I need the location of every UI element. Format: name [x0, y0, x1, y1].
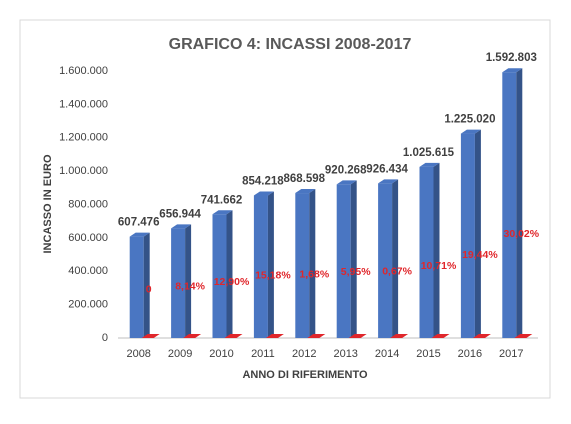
- bar-side: [277, 333, 284, 338]
- y-axis-title: INCASSO IN EURO: [42, 154, 54, 253]
- bar-top: [265, 333, 284, 338]
- y-tick-label: 400.000: [68, 265, 108, 277]
- value-label: 0,67%: [382, 265, 412, 277]
- bar: [171, 228, 186, 338]
- bar-top: [307, 333, 326, 338]
- bar-side: [319, 333, 326, 338]
- bar-side: [516, 68, 523, 339]
- x-tick-label: 2014: [375, 348, 399, 360]
- bar-side: [392, 179, 399, 338]
- y-tick-label: 600.000: [68, 232, 108, 244]
- x-tick-label: 2015: [416, 348, 440, 360]
- value-label: 30,02%: [503, 228, 539, 240]
- bar: [212, 214, 227, 338]
- bar: [460, 133, 475, 338]
- y-tick-label: 800.000: [68, 198, 108, 210]
- bar: [336, 184, 351, 338]
- value-label: 854.218: [242, 175, 284, 187]
- bar-side: [185, 224, 192, 338]
- chart-title: GRAFICO 4: INCASSI 2008-2017: [169, 36, 412, 53]
- value-label: 868.598: [284, 173, 326, 185]
- value-label: 1.592.803: [486, 52, 537, 64]
- y-tick-label: 200.000: [68, 299, 108, 311]
- y-tick-label: 0: [102, 332, 108, 344]
- value-label: 1.225.020: [444, 114, 495, 126]
- x-tick-label: 2011: [251, 348, 275, 360]
- bar: [378, 183, 393, 338]
- bar-top: [336, 180, 357, 185]
- value-label: 5,95%: [341, 266, 371, 278]
- bar-side: [474, 129, 481, 338]
- x-tick-label: 2008: [126, 348, 150, 360]
- bar: [419, 166, 434, 338]
- bar-side: [309, 189, 316, 338]
- value-label: 10,71%: [421, 260, 457, 272]
- value-label: 920.268: [325, 164, 367, 176]
- x-tick-label: 2010: [209, 348, 233, 360]
- bar-top: [212, 210, 233, 215]
- bar: [253, 195, 268, 338]
- x-tick-label: 2012: [292, 348, 316, 360]
- y-tick-label: 1.600.000: [59, 65, 108, 77]
- value-label: 15,18%: [255, 270, 291, 282]
- value-label: 926.434: [366, 163, 408, 175]
- bar-top: [224, 333, 243, 338]
- bar: [129, 236, 144, 338]
- bar-top: [348, 333, 367, 338]
- value-label: 656.944: [159, 208, 201, 220]
- bar-top: [460, 129, 481, 134]
- bar-top: [472, 333, 491, 338]
- bar-top: [390, 333, 409, 338]
- bar-top: [514, 333, 533, 338]
- bar-top: [378, 179, 399, 184]
- bar-side: [236, 333, 243, 338]
- value-label: 12,90%: [214, 276, 250, 288]
- value-label: 607.476: [118, 217, 160, 229]
- bar-top: [171, 224, 192, 229]
- x-axis-title: ANNO DI RIFERIMENTO: [242, 369, 368, 381]
- value-label: 0: [146, 283, 152, 295]
- bar-side: [143, 232, 150, 338]
- bar-side: [350, 180, 357, 338]
- value-label: 1.025.615: [403, 147, 455, 159]
- bar-side: [526, 333, 533, 338]
- bar-side: [402, 333, 409, 338]
- value-label: 741.662: [201, 194, 243, 206]
- bar-top: [502, 68, 523, 73]
- bar-top: [129, 232, 150, 237]
- x-tick-label: 2013: [333, 348, 357, 360]
- bar: [295, 193, 310, 338]
- value-label: 1,68%: [299, 269, 329, 281]
- y-tick-label: 1.400.000: [59, 98, 108, 110]
- x-tick-label: 2009: [168, 348, 192, 360]
- bar-top: [419, 162, 440, 167]
- bar-side: [267, 191, 274, 338]
- bar-side: [195, 333, 202, 338]
- value-label: 19,44%: [462, 249, 498, 261]
- y-tick-label: 1.200.000: [59, 132, 108, 144]
- bar-side: [443, 333, 450, 338]
- bar-top: [253, 191, 274, 196]
- bar-side: [360, 333, 367, 338]
- x-tick-label: 2017: [499, 348, 523, 360]
- bar-side: [484, 333, 491, 338]
- bar-side: [433, 162, 440, 338]
- bar-side: [226, 210, 233, 338]
- bar-top: [295, 189, 316, 194]
- bar-top: [183, 333, 202, 338]
- bar-top: [141, 334, 160, 338]
- x-tick-label: 2016: [458, 348, 482, 360]
- y-tick-label: 1.000.000: [59, 165, 108, 177]
- value-label: 8,14%: [175, 281, 205, 293]
- bar-top: [431, 333, 450, 338]
- bar: [502, 72, 517, 339]
